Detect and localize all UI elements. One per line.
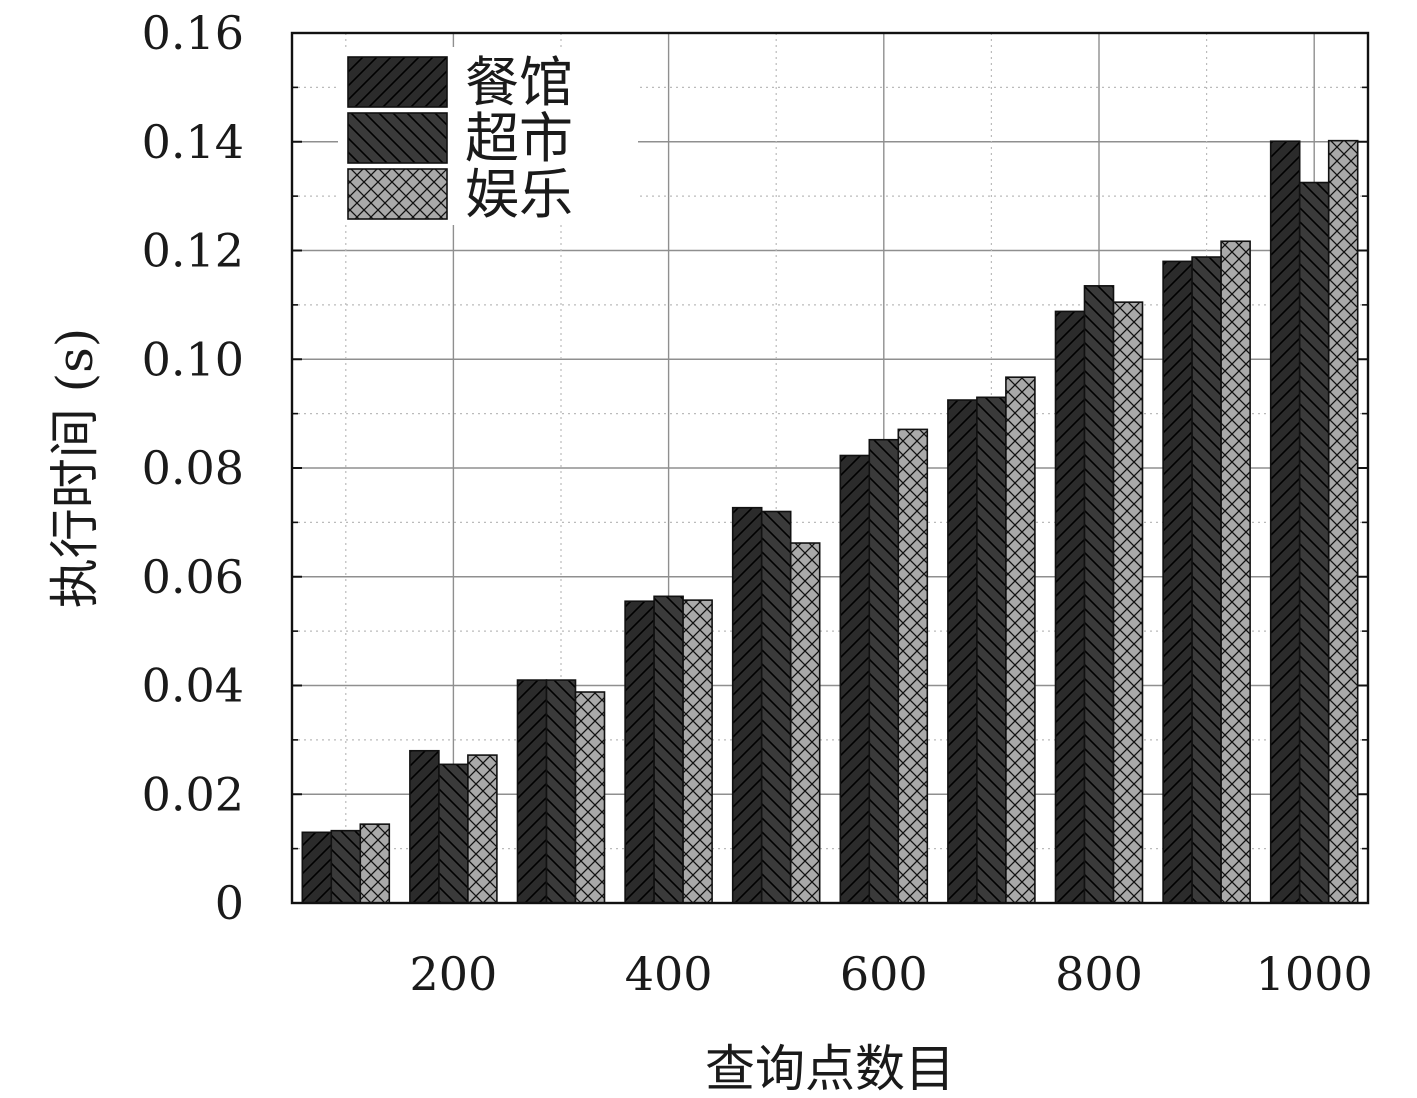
bar-餐馆-100	[301, 831, 333, 904]
bar-超市-600	[868, 438, 900, 904]
y-tick-label: 0.16	[142, 6, 244, 60]
y-tick-label: 0.02	[142, 767, 244, 821]
y-tick-label: 0.12	[142, 224, 244, 278]
x-tick-label: 600	[840, 947, 928, 1001]
y-tick-label: 0.06	[142, 550, 244, 604]
bar-餐馆-900	[1162, 260, 1193, 904]
legend-label-超市: 超市	[465, 107, 573, 170]
bar-娱乐-600	[897, 428, 929, 904]
bar-餐馆-1000	[1269, 140, 1301, 904]
legend-swatch-超市	[347, 112, 448, 164]
bar-娱乐-400	[682, 599, 713, 904]
x-tick-label: 800	[1055, 947, 1143, 1001]
bar-餐馆-600	[839, 454, 871, 904]
x-axis-label: 查询点数目	[705, 1040, 955, 1098]
bar-超市-900	[1191, 256, 1222, 904]
legend-swatch-娱乐	[347, 168, 448, 220]
bar-餐馆-200	[409, 749, 440, 904]
bar-超市-1000	[1298, 181, 1330, 904]
y-tick-label: 0.10	[142, 332, 244, 386]
bar-娱乐-100	[359, 823, 391, 904]
bar-娱乐-900	[1220, 240, 1251, 904]
bar-娱乐-800	[1112, 301, 1144, 904]
bar-超市-500	[760, 510, 792, 904]
bar-餐馆-300	[516, 679, 548, 904]
x-tick-label: 200	[409, 947, 497, 1001]
x-tick-label: 1000	[1256, 947, 1373, 1001]
bar-超市-800	[1083, 285, 1115, 904]
legend-label-娱乐: 娱乐	[465, 163, 573, 226]
y-axis-label: 执行时间 (s)	[46, 328, 104, 609]
bar-超市-300	[545, 679, 577, 904]
x-tick-label: 400	[625, 947, 713, 1001]
y-tick-label: 0	[215, 876, 244, 930]
y-tick-label: 0.08	[142, 441, 244, 495]
bar-娱乐-1000	[1327, 139, 1359, 904]
bar-超市-100	[330, 829, 362, 904]
y-tick-label: 0.14	[142, 115, 244, 169]
bar-娱乐-700	[1005, 376, 1036, 904]
bar-餐馆-400	[624, 600, 655, 904]
legend-swatch-餐馆	[347, 56, 448, 108]
bar-超市-400	[653, 595, 684, 904]
y-tick-label: 0.04	[142, 659, 244, 713]
axes: 0 0.02 0.04 0.06 0.08 0.10 0.12 0.14 0.16 200 400 6…	[142, 6, 1373, 1001]
bar-餐馆-500	[731, 506, 763, 904]
bar-超市-700	[976, 396, 1007, 904]
bar-娱乐-200	[467, 754, 498, 904]
legend-label-餐馆: 餐馆	[465, 51, 573, 114]
bar-娱乐-500	[789, 542, 821, 904]
bar-餐馆-700	[947, 399, 978, 904]
bar-超市-200	[438, 763, 469, 904]
bar-餐馆-800	[1054, 310, 1086, 904]
bar-娱乐-300	[574, 691, 606, 904]
